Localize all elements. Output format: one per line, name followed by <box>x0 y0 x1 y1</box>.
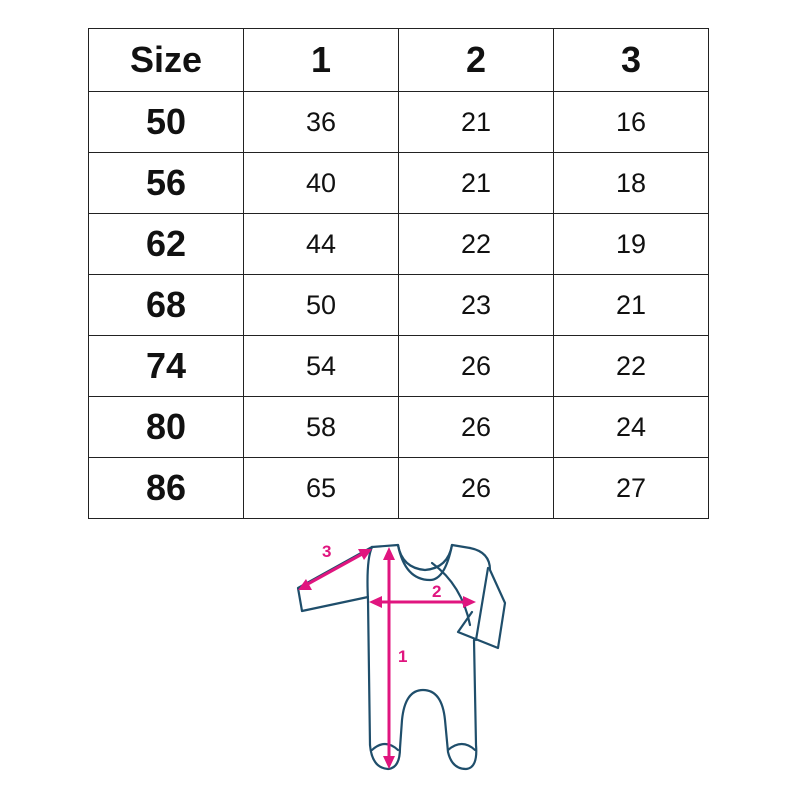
size-cell: 80 <box>88 396 244 458</box>
measure-arrows <box>298 547 476 769</box>
measure-3-cell: 18 <box>553 152 709 214</box>
label-3: 3 <box>322 542 331 561</box>
measure-2-cell: 26 <box>398 335 554 397</box>
size-cell: 68 <box>88 274 244 336</box>
size-cell: 86 <box>88 457 244 519</box>
measure-2-cell: 23 <box>398 274 554 336</box>
table-header-row: Size 1 2 3 <box>88 28 709 92</box>
measure-1-cell: 54 <box>243 335 399 397</box>
table-row: 68 50 23 21 <box>88 274 709 336</box>
label-2: 2 <box>432 582 441 601</box>
measure-3-cell: 24 <box>553 396 709 458</box>
header-size: Size <box>88 28 244 92</box>
measure-3-cell: 19 <box>553 213 709 275</box>
measure-1-cell: 50 <box>243 274 399 336</box>
measure-2-cell: 22 <box>398 213 554 275</box>
measure-1-cell: 58 <box>243 396 399 458</box>
size-cell: 56 <box>88 152 244 214</box>
measure-3-cell: 22 <box>553 335 709 397</box>
size-table: Size 1 2 3 50 36 21 16 56 40 21 18 62 44 22 19 68 50 2… <box>88 28 709 519</box>
size-cell: 62 <box>88 213 244 275</box>
table-row: 62 44 22 19 <box>88 213 709 275</box>
measure-1-cell: 65 <box>243 457 399 519</box>
measure-3-cell: 21 <box>553 274 709 336</box>
measure-3-cell: 27 <box>553 457 709 519</box>
measure-1-cell: 40 <box>243 152 399 214</box>
measure-2-cell: 26 <box>398 457 554 519</box>
table-row: 56 40 21 18 <box>88 152 709 214</box>
measure-3-cell: 16 <box>553 91 709 153</box>
header-1: 1 <box>243 28 399 92</box>
table-row: 80 58 26 24 <box>88 396 709 458</box>
table-row: 50 36 21 16 <box>88 91 709 153</box>
arrow-3-sleeve <box>305 551 365 587</box>
table-row: 86 65 26 27 <box>88 457 709 519</box>
label-1: 1 <box>398 647 407 666</box>
bodysuit-outline <box>296 543 507 771</box>
